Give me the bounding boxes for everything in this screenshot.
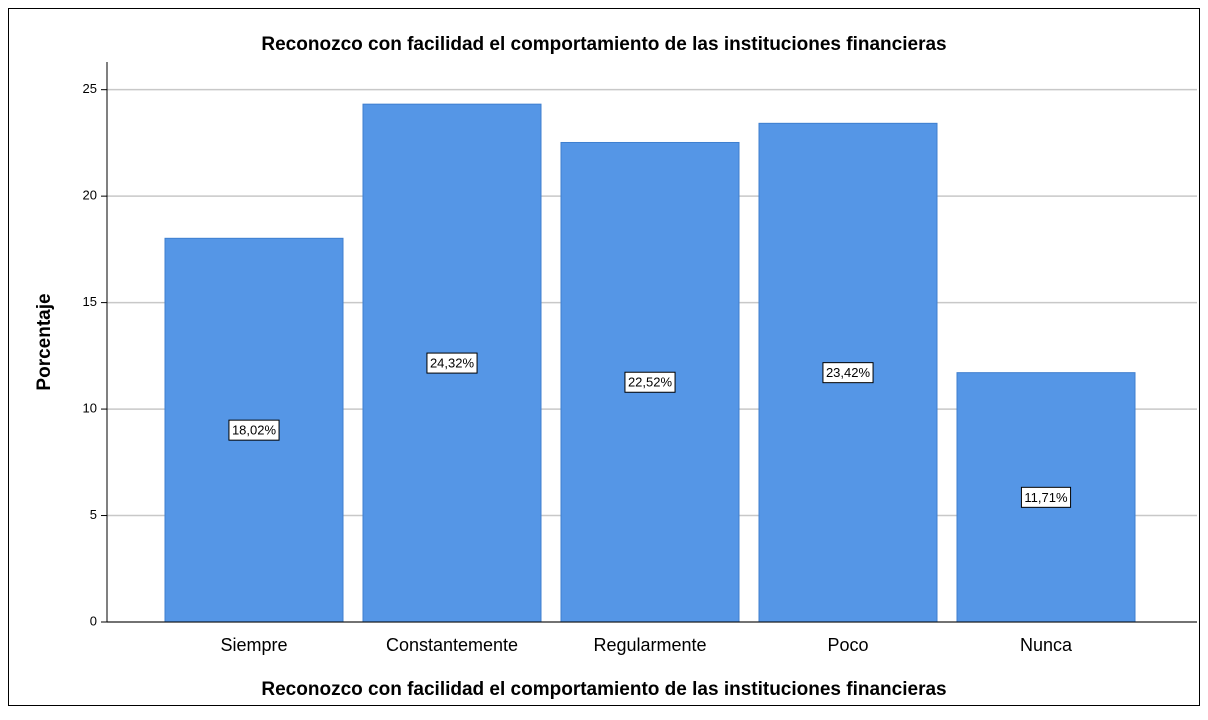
value-label: 23,42% (826, 365, 871, 380)
value-label-box (228, 419, 280, 441)
y-tick-label: 15 (83, 294, 97, 309)
value-label: 24,32% (430, 356, 475, 371)
value-label-box (1020, 486, 1072, 508)
value-label: 22,52% (628, 375, 673, 390)
value-label-box (426, 352, 478, 374)
x-tick-label: Constantemente (386, 635, 518, 655)
x-tick-label: Regularmente (593, 635, 706, 655)
x-tick-label: Poco (827, 635, 868, 655)
y-tick-label: 10 (83, 401, 97, 416)
value-label-box (822, 362, 874, 384)
y-tick-label: 25 (83, 81, 97, 96)
value-label: 18,02% (232, 423, 277, 438)
chart-title: Reconozco con facilidad el comportamient… (261, 34, 946, 55)
y-axis-title: Porcentaje (34, 293, 55, 390)
y-tick-label: 5 (90, 507, 97, 522)
value-label-box (624, 371, 676, 393)
y-tick-label: 0 (90, 613, 97, 628)
y-tick-label: 20 (83, 188, 97, 203)
x-tick-label: Nunca (1020, 635, 1073, 655)
x-axis-title: Reconozco con facilidad el comportamient… (261, 679, 946, 700)
value-label: 11,71% (1024, 490, 1068, 505)
x-tick-label: Siempre (220, 635, 287, 655)
